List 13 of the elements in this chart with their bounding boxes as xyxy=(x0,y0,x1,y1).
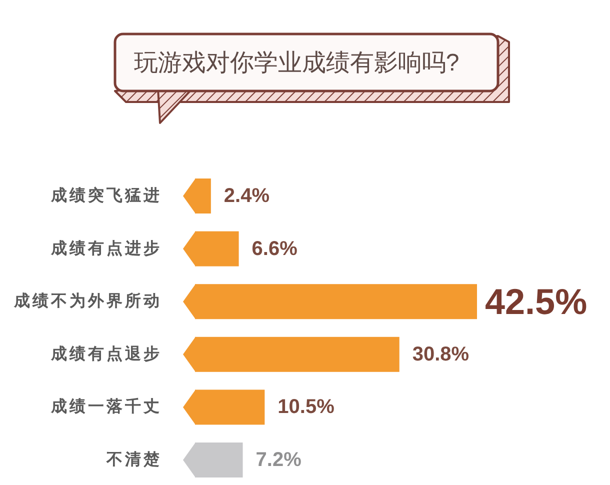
value-label: 10.5% xyxy=(278,396,334,418)
title: 玩游戏对你学业成绩有影响吗? xyxy=(134,50,460,76)
value-label: 7.2% xyxy=(256,449,302,471)
category-label: 成绩有点退步 xyxy=(51,346,162,363)
category-label: 不清楚 xyxy=(106,452,162,468)
category-label: 成绩有点进步 xyxy=(51,240,162,258)
category-label: 成绩一落千丈 xyxy=(51,398,162,416)
value-label: 42.5% xyxy=(485,281,588,322)
category-label: 成绩突飞猛进 xyxy=(51,188,162,204)
category-label: 成绩不为外界所动 xyxy=(14,293,162,310)
value-label: 30.8% xyxy=(412,343,470,366)
value-label: 6.6% xyxy=(252,238,298,260)
value-label: 2.4% xyxy=(224,185,270,207)
